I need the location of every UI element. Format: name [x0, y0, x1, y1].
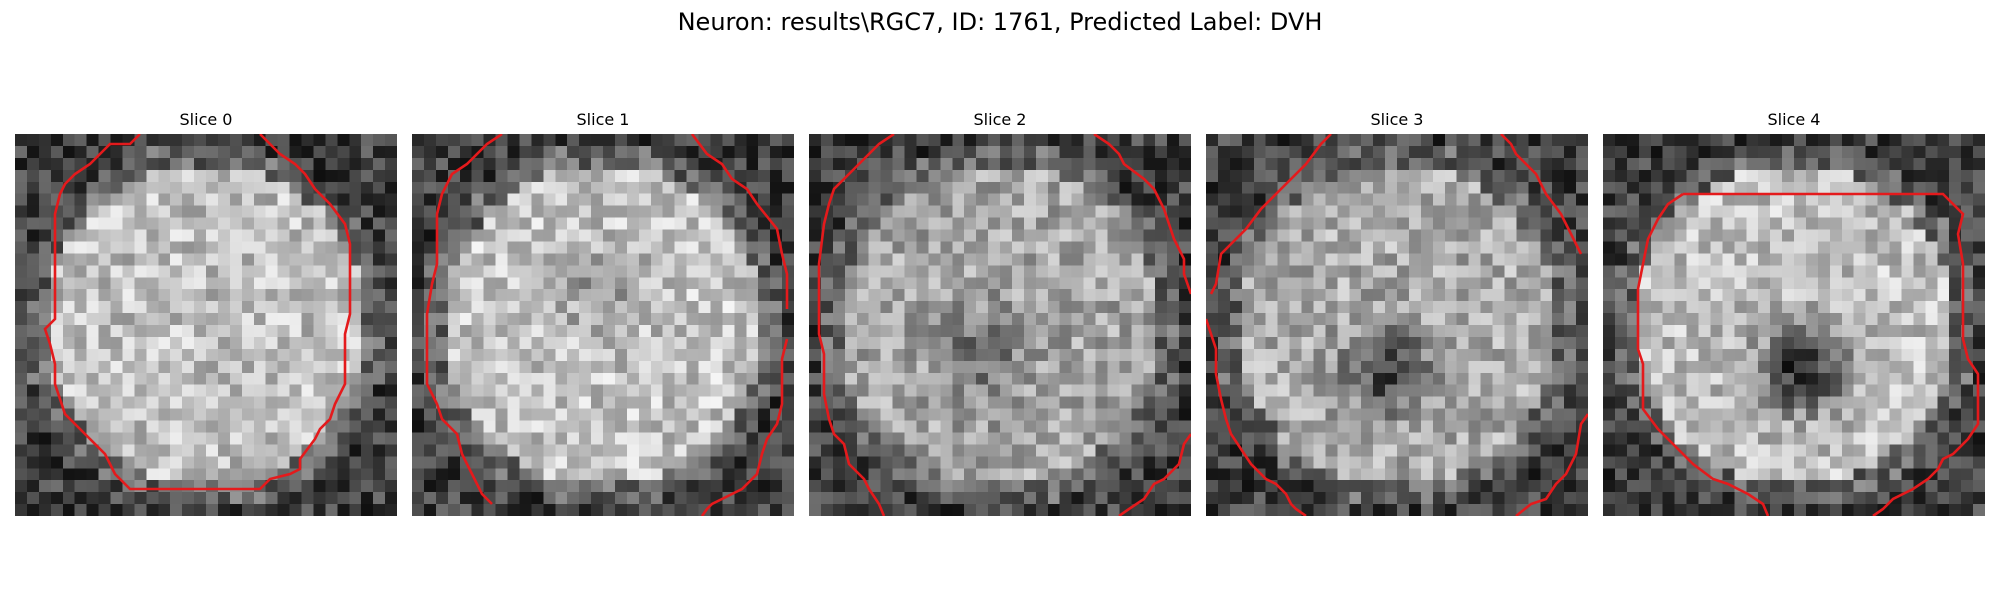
figure-title: Neuron: results\RGC7, ID: 1761, Predicte…	[677, 8, 1323, 36]
slice-image	[412, 134, 794, 516]
slice-title: Slice 4	[1767, 110, 1821, 129]
slice-panel-4: Slice 4	[1603, 110, 1985, 516]
slice-image	[1206, 134, 1588, 516]
contour-line	[817, 134, 895, 516]
slice-image	[15, 134, 397, 516]
slice-title: Slice 1	[576, 110, 630, 129]
contour-line	[690, 134, 789, 309]
contour-line	[425, 134, 503, 505]
segmentation-contour	[43, 134, 352, 491]
contour-line	[1500, 134, 1583, 255]
segmentation-contour	[1636, 192, 1980, 516]
slice-title: Slice 3	[1370, 110, 1424, 129]
contour-line	[1209, 134, 1332, 295]
segmentation-contour	[817, 134, 1191, 516]
contour-line	[1118, 433, 1191, 516]
contour-line	[700, 338, 789, 516]
segmentation-contour	[425, 134, 789, 516]
slice-panel-2: Slice 2	[809, 110, 1191, 516]
slice-title: Slice 0	[179, 110, 233, 129]
slice-title: Slice 2	[973, 110, 1027, 129]
contour-line	[1093, 134, 1191, 295]
slice-panel-0: Slice 0	[15, 110, 397, 516]
slice-panel-1: Slice 1	[412, 110, 794, 516]
contour-line	[43, 134, 352, 491]
slice-image	[809, 134, 1191, 516]
slice-image	[1603, 134, 1985, 516]
contour-line	[1206, 318, 1307, 516]
contour-line	[1636, 192, 1770, 516]
contour-line	[1683, 192, 1980, 516]
segmentation-contour	[1206, 134, 1588, 516]
contour-line	[1515, 413, 1588, 516]
slice-panel-3: Slice 3	[1206, 110, 1588, 516]
